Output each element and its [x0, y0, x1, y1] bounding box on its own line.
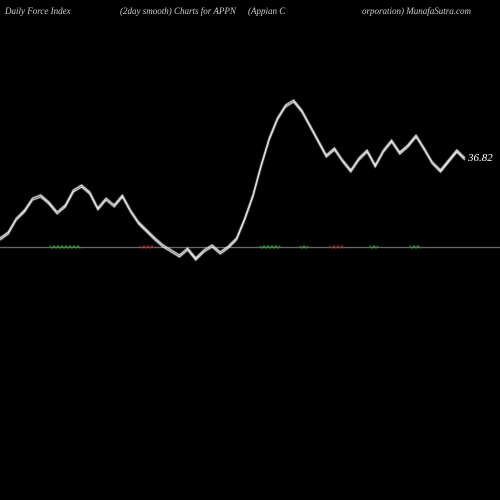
header-segment-1: (2day smooth) Charts for APPN — [120, 6, 236, 16]
force-index-chart — [0, 0, 500, 500]
last-value-label: 36.82 — [468, 152, 493, 164]
chart-container: Daily Force Index (2day smooth) Charts fo… — [0, 0, 500, 500]
header-segment-3: orporation) MunafaSutra.com — [362, 6, 471, 16]
header-segment-2: (Appian C — [248, 6, 285, 16]
header-segment-0: Daily Force Index — [5, 6, 71, 16]
